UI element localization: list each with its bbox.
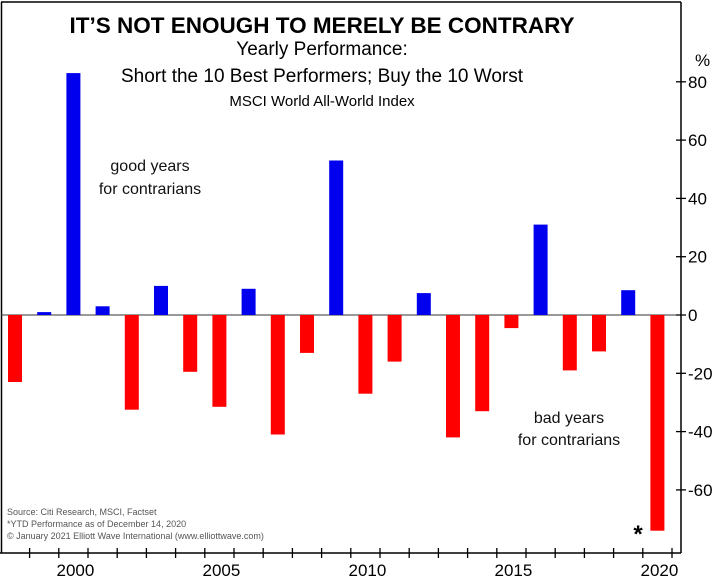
footnote-source: Source: Citi Research, MSCI, Factset: [7, 507, 157, 517]
bar-2017: [562, 315, 577, 371]
chart-subtitle-2: Short the 10 Best Performers; Buy the 10…: [121, 66, 524, 87]
bar-2018: [592, 315, 606, 352]
y-tick-label: 40: [688, 189, 707, 208]
bar-2010: [358, 315, 373, 394]
x-tick-label-2020: 2020: [640, 561, 678, 580]
y-tick-label: -40: [688, 423, 713, 442]
asterisk-marker: *: [633, 521, 643, 548]
y-tick-label: -60: [688, 481, 713, 500]
bar-2011: [387, 315, 402, 362]
bar-2014: [475, 315, 490, 412]
chart-subtitle-1: Yearly Performance:: [236, 39, 407, 60]
x-tick-label-2000: 2000: [56, 561, 94, 580]
bar-2001: [95, 306, 110, 315]
chart-subtitle-3: MSCI World All-World Index: [229, 93, 415, 110]
bar-2009: [329, 160, 344, 315]
y-tick-label: -20: [688, 364, 713, 383]
bar-2019: [621, 290, 636, 315]
y-ticks-group: 80 60 40 20 0 -20 -40 -60: [676, 73, 713, 500]
bar-2005: [212, 315, 227, 407]
bar-2012: [416, 293, 431, 315]
annotation-good-line1: good years: [110, 158, 189, 175]
bar-1998: [8, 315, 22, 382]
y-tick-label: 60: [688, 131, 707, 150]
bar-2000: [66, 73, 81, 315]
bar-2016: [533, 224, 548, 315]
footnote-copyright: © January 2021 Elliott Wave Internationa…: [7, 531, 264, 541]
bar-2020: [650, 315, 665, 531]
annotation-bad-line2: for contrarians: [518, 432, 620, 449]
bar-1999: [37, 312, 52, 315]
bar-2003: [154, 285, 168, 315]
y-tick-label: 80: [688, 73, 707, 92]
x-tick-label-2015: 2015: [494, 561, 532, 580]
x-ticks-group: 2000 2005 2010 2015 2020: [28, 548, 678, 580]
bar-2013: [446, 315, 460, 438]
bars-group: [8, 73, 665, 531]
y-tick-label: 20: [688, 248, 707, 267]
chart-title: IT’S NOT ENOUGH TO MERELY BE CONTRARY: [69, 13, 574, 38]
footnote-ytd: *YTD Performance as of December 14, 2020: [7, 519, 186, 529]
bar-2008: [300, 315, 314, 353]
bar-2007: [270, 315, 285, 435]
annotation-good-line2: for contrarians: [99, 181, 201, 198]
x-tick-label-2010: 2010: [348, 561, 386, 580]
y-tick-label: 0: [688, 306, 697, 325]
bar-2006: [241, 288, 256, 315]
bar-2015: [504, 315, 519, 329]
y-axis-unit: %: [695, 51, 710, 70]
x-tick-label-2005: 2005: [202, 561, 240, 580]
bar-2004: [183, 315, 198, 372]
annotation-bad-line1: bad years: [534, 410, 604, 427]
bar-2002: [124, 315, 139, 410]
